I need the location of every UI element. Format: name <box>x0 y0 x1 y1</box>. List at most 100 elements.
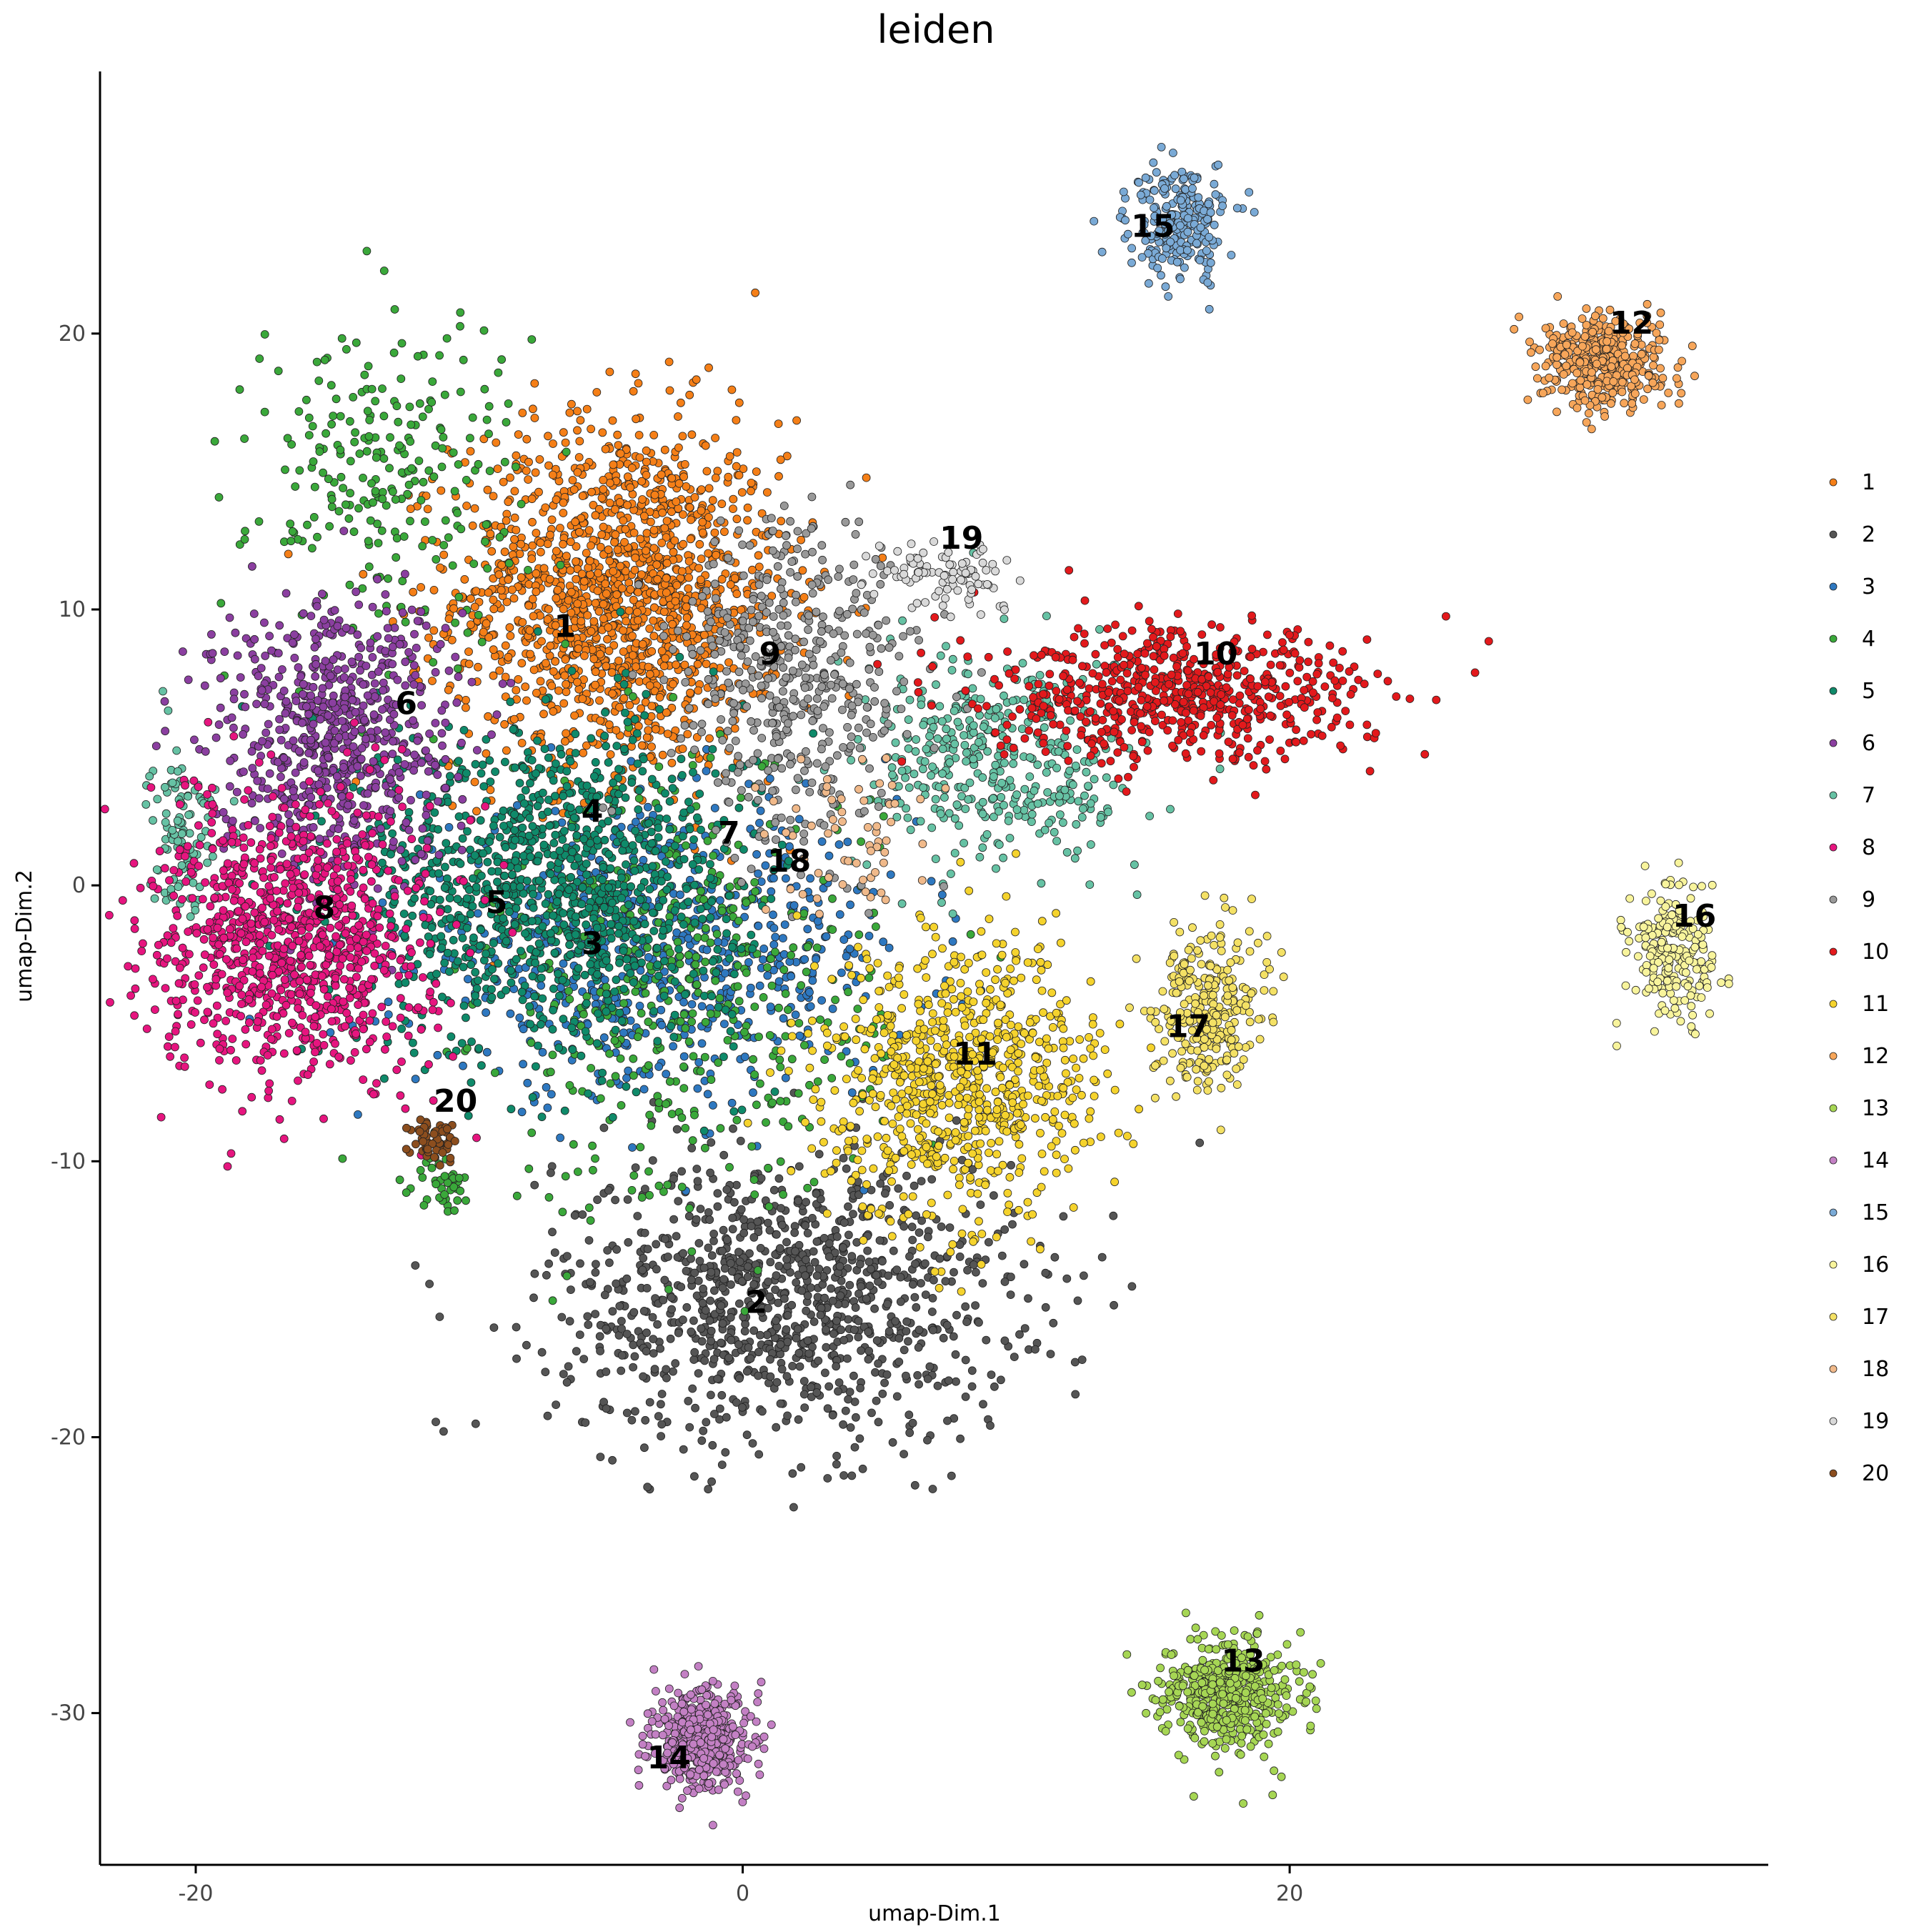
point-series-5 <box>507 978 516 987</box>
point-series-2 <box>682 1267 691 1275</box>
point-series-2 <box>942 1320 952 1330</box>
point-series-5 <box>638 767 647 776</box>
point-series-4 <box>364 562 374 572</box>
point-series-2 <box>439 1427 448 1436</box>
point-series-4 <box>799 909 809 918</box>
point-series-4 <box>787 951 795 960</box>
point-series-1 <box>444 685 453 694</box>
point-series-2 <box>629 1308 639 1317</box>
point-series-2 <box>777 1220 787 1230</box>
point-series-1 <box>776 455 785 464</box>
point-series-4 <box>419 1201 429 1210</box>
point-series-2 <box>1062 1274 1072 1283</box>
point-series-2 <box>835 1262 844 1271</box>
point-series-5 <box>388 829 397 838</box>
point-series-1 <box>547 682 557 690</box>
point-series-4 <box>750 1002 759 1011</box>
point-series-2 <box>689 1316 698 1325</box>
point-series-2 <box>749 1326 759 1335</box>
point-series-5 <box>767 895 776 903</box>
point-series-3 <box>662 1070 671 1079</box>
point-series-2 <box>754 1450 764 1459</box>
point-series-4 <box>775 1055 784 1065</box>
point-series-3 <box>755 819 764 827</box>
point-series-2 <box>797 1463 806 1472</box>
point-series-2 <box>660 1275 669 1285</box>
point-series-4 <box>440 1172 449 1180</box>
point-series-5 <box>627 882 635 891</box>
point-series-5 <box>619 985 629 993</box>
point-series-2 <box>704 1208 713 1217</box>
point-series-3 <box>843 837 852 847</box>
point-series-2 <box>578 1210 587 1219</box>
point-series-5 <box>725 954 734 963</box>
point-series-5 <box>696 905 705 913</box>
point-series-1 <box>623 472 632 482</box>
point-series-1 <box>729 504 737 513</box>
point-series-1 <box>526 649 534 659</box>
point-series-4 <box>389 487 397 496</box>
point-series-2 <box>801 1271 809 1280</box>
point-series-5 <box>607 934 616 943</box>
point-series-1 <box>514 675 523 684</box>
point-series-1 <box>671 597 680 606</box>
point-series-4 <box>794 1019 804 1027</box>
point-series-2 <box>794 1348 804 1358</box>
point-series-4 <box>831 995 839 1005</box>
point-series-4 <box>346 489 355 498</box>
point-series-2 <box>718 1319 727 1328</box>
point-series-4 <box>469 559 479 568</box>
point-series-1 <box>662 517 672 525</box>
point-series-2 <box>649 1335 658 1343</box>
point-series-5 <box>622 860 630 869</box>
point-series-5 <box>670 1010 679 1020</box>
point-series-1 <box>467 620 475 629</box>
point-series-2 <box>850 1443 859 1452</box>
point-series-2 <box>772 1378 782 1387</box>
point-series-2 <box>845 1280 854 1290</box>
point-series-4 <box>784 1122 793 1131</box>
point-series-4 <box>456 1186 465 1195</box>
point-series-3 <box>411 1075 420 1084</box>
point-series-2 <box>649 1349 658 1358</box>
point-series-1 <box>487 547 497 556</box>
point-series-3 <box>766 1002 775 1011</box>
point-series-1 <box>484 712 492 721</box>
chart-title: leiden <box>877 7 995 52</box>
point-series-4 <box>309 457 318 466</box>
point-series-5 <box>654 823 663 832</box>
point-series-5 <box>437 932 446 941</box>
point-series-2 <box>593 1195 602 1205</box>
point-series-2 <box>557 1313 567 1322</box>
point-series-1 <box>512 451 521 460</box>
point-series-4 <box>307 544 316 553</box>
point-series-4 <box>679 1010 689 1019</box>
point-series-5 <box>567 822 577 832</box>
point-series-2 <box>757 1174 766 1182</box>
point-series-4 <box>677 1113 687 1122</box>
point-series-4 <box>497 355 506 364</box>
point-series-2 <box>923 1375 932 1383</box>
point-series-2 <box>707 1138 716 1147</box>
point-series-4 <box>633 1032 642 1042</box>
point-series-5 <box>628 841 637 850</box>
point-series-2 <box>669 1215 678 1224</box>
point-series-4 <box>579 1010 588 1019</box>
point-series-2 <box>562 1378 572 1387</box>
point-series-1 <box>619 647 628 656</box>
point-series-1 <box>436 563 444 572</box>
point-series-1 <box>573 407 582 416</box>
point-series-2 <box>839 1420 847 1429</box>
point-series-5 <box>537 1112 547 1122</box>
point-series-2 <box>671 1359 680 1368</box>
point-series-4 <box>240 434 249 443</box>
point-series-2 <box>872 1336 882 1345</box>
point-series-1 <box>626 585 635 594</box>
point-series-4 <box>606 1079 615 1088</box>
point-series-2 <box>743 1262 752 1271</box>
point-series-4 <box>734 997 744 1006</box>
point-series-4 <box>286 537 296 546</box>
point-series-2 <box>884 1271 893 1280</box>
point-series-5 <box>533 736 542 745</box>
point-series-1 <box>508 585 517 594</box>
